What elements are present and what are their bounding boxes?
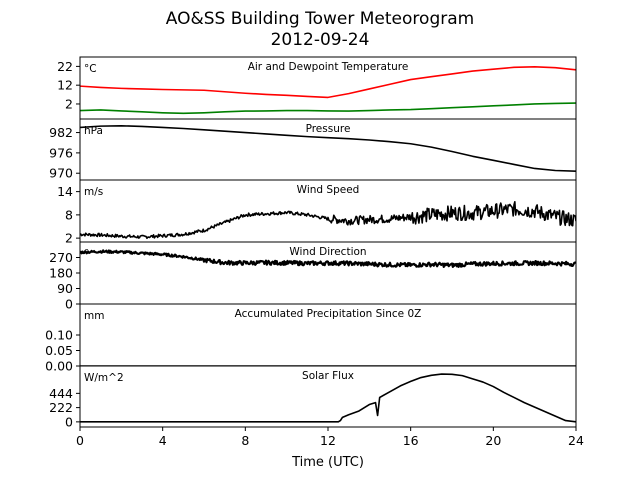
unit-label-temp: °C xyxy=(84,63,97,75)
unit-label-wind-direction: ° xyxy=(84,248,89,260)
unit-label-solar: W/m^2 xyxy=(84,372,124,384)
x-axis: 0 4 8 12 16 20 24 xyxy=(76,427,584,448)
series-line-wind-direction-default xyxy=(80,249,576,269)
y-tick-label-pressure-0: 982 xyxy=(49,125,73,140)
y-tick-label-temp-1: 12 xyxy=(57,78,73,93)
panels: 22 12 2 °C Air and Dewpoint Temperature 982 97… xyxy=(45,56,577,429)
y-tick-label-temp-2: 2 xyxy=(65,96,73,111)
chart-subtitle: 2012-09-24 xyxy=(271,30,370,50)
x-tick-label-5: 20 xyxy=(485,433,501,448)
y-tick-label-solar-0: 444 xyxy=(49,386,73,401)
series-line-pressure-default xyxy=(80,124,576,172)
x-tick-label-4: 16 xyxy=(403,433,419,448)
y-tick-label-wind-speed-1: 8 xyxy=(65,207,73,222)
panel-precip: 0.100.050.00 mm Accumulated Precipitation … xyxy=(45,303,577,374)
y-tick-label-temp-0: 22 xyxy=(57,59,73,74)
y-tick-label-precip-0: 0.10 xyxy=(45,328,73,343)
x-tick-label-1: 4 xyxy=(159,433,167,448)
chart-title: AO&SS Building Tower Meteorogram xyxy=(166,9,474,29)
y-tick-label-solar-1: 222 xyxy=(49,400,73,415)
series-line-temp-dewpoint xyxy=(80,102,576,115)
x-axis-title: Time (UTC) xyxy=(291,455,364,470)
y-tick-label-wind-direction-1: 180 xyxy=(49,266,73,281)
y-tick-label-precip-1: 0.05 xyxy=(45,343,73,358)
unit-label-precip: mm xyxy=(84,310,104,322)
y-tick-label-wind-speed-0: 14 xyxy=(57,184,73,199)
panel-title-wind-direction: Wind Direction xyxy=(289,246,366,258)
y-tick-label-pressure-1: 976 xyxy=(49,145,73,160)
x-tick-label-6: 24 xyxy=(568,433,584,448)
x-tick-label-2: 8 xyxy=(241,433,249,448)
unit-label-wind-speed: m/s xyxy=(84,186,103,198)
series-line-wind-speed-default xyxy=(80,201,576,240)
x-tick-label-3: 12 xyxy=(320,433,336,448)
y-tick-label-solar-2: 0 xyxy=(65,414,73,429)
y-tick-label-wind-direction-3: 0 xyxy=(65,297,73,312)
y-tick-label-wind-direction-0: 270 xyxy=(49,250,73,265)
y-tick-label-precip-2: 0.00 xyxy=(45,359,73,374)
panel-title-precip: Accumulated Precipitation Since 0Z xyxy=(235,308,422,320)
panel-title-temp: Air and Dewpoint Temperature xyxy=(248,61,409,73)
y-tick-label-wind-speed-2: 2 xyxy=(65,231,73,246)
unit-label-pressure: hPa xyxy=(84,125,103,137)
series-line-solar-default xyxy=(80,373,576,423)
panel-temp: 22 12 2 °C Air and Dewpoint Temperature xyxy=(57,56,577,120)
y-tick-label-pressure-2: 970 xyxy=(49,166,73,181)
panel-title-wind-speed: Wind Speed xyxy=(297,184,360,196)
panel-title-pressure: Pressure xyxy=(306,123,351,135)
series-line-temp-temperature xyxy=(80,65,576,99)
panel-title-solar: Solar Flux xyxy=(302,370,354,382)
panel-wind-speed: 14 8 2 m/s Wind Speed xyxy=(57,179,577,246)
y-tick-label-wind-direction-2: 90 xyxy=(57,281,73,296)
panel-pressure: 982 976 970 hPa Pressure xyxy=(49,118,577,181)
x-tick-label-0: 0 xyxy=(76,433,84,448)
